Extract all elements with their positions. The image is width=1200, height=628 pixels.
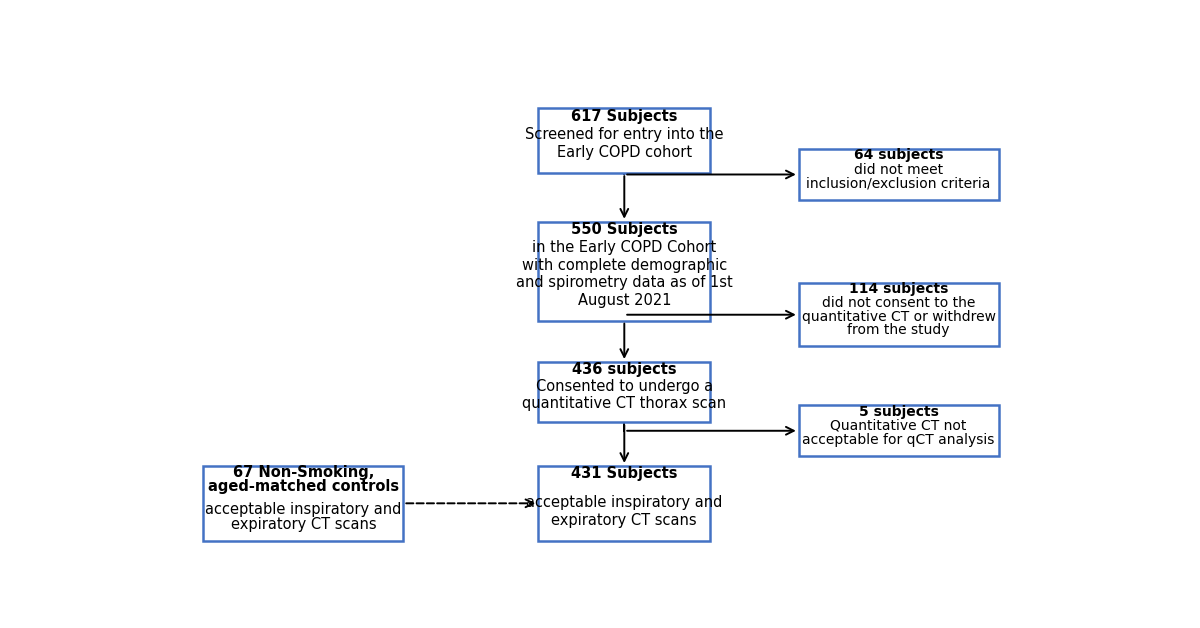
Text: from the study: from the study bbox=[847, 323, 950, 337]
Text: quantitative CT thorax scan: quantitative CT thorax scan bbox=[522, 396, 726, 411]
FancyBboxPatch shape bbox=[799, 406, 998, 456]
Text: did not consent to the: did not consent to the bbox=[822, 296, 976, 310]
Text: Early COPD cohort: Early COPD cohort bbox=[557, 145, 692, 160]
FancyBboxPatch shape bbox=[204, 466, 403, 541]
Text: Screened for entry into the: Screened for entry into the bbox=[526, 127, 724, 142]
Text: inclusion/exclusion criteria: inclusion/exclusion criteria bbox=[806, 176, 991, 191]
FancyBboxPatch shape bbox=[799, 149, 998, 200]
Text: 67 Non-Smoking,: 67 Non-Smoking, bbox=[233, 465, 374, 480]
Text: 64 subjects: 64 subjects bbox=[854, 148, 943, 163]
Text: with complete demographic: with complete demographic bbox=[522, 257, 727, 273]
Text: 431 Subjects: 431 Subjects bbox=[571, 467, 678, 482]
Text: August 2021: August 2021 bbox=[577, 293, 671, 308]
Text: acceptable inspiratory and: acceptable inspiratory and bbox=[526, 495, 722, 510]
Text: in the Early COPD Cohort: in the Early COPD Cohort bbox=[532, 240, 716, 255]
Text: 5 subjects: 5 subjects bbox=[859, 404, 938, 419]
FancyBboxPatch shape bbox=[539, 466, 710, 541]
Text: and spirometry data as of 1st: and spirometry data as of 1st bbox=[516, 275, 733, 290]
Text: did not meet: did not meet bbox=[854, 163, 943, 176]
Text: expiratory CT scans: expiratory CT scans bbox=[552, 513, 697, 528]
Text: 436 subjects: 436 subjects bbox=[572, 362, 677, 377]
Text: 114 subjects: 114 subjects bbox=[848, 283, 948, 296]
Text: 617 Subjects: 617 Subjects bbox=[571, 109, 678, 124]
Text: quantitative CT or withdrew: quantitative CT or withdrew bbox=[802, 310, 996, 324]
Text: aged-matched controls: aged-matched controls bbox=[208, 479, 400, 494]
Text: acceptable inspiratory and: acceptable inspiratory and bbox=[205, 502, 402, 517]
Text: 550 Subjects: 550 Subjects bbox=[571, 222, 678, 237]
Text: acceptable for qCT analysis: acceptable for qCT analysis bbox=[803, 433, 995, 447]
Text: Quantitative CT not: Quantitative CT not bbox=[830, 419, 967, 433]
Text: Consented to undergo a: Consented to undergo a bbox=[535, 379, 713, 394]
FancyBboxPatch shape bbox=[799, 283, 998, 346]
FancyBboxPatch shape bbox=[539, 108, 710, 173]
FancyBboxPatch shape bbox=[539, 222, 710, 321]
Text: expiratory CT scans: expiratory CT scans bbox=[230, 517, 377, 532]
FancyBboxPatch shape bbox=[539, 362, 710, 422]
